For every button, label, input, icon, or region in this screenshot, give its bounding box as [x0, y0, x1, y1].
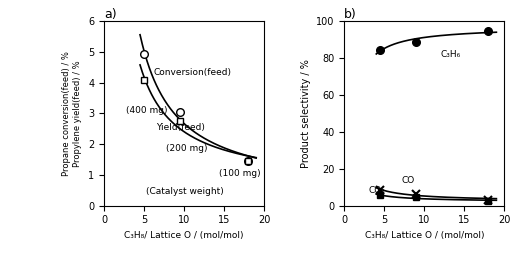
Text: CO₂: CO₂ — [368, 186, 385, 195]
X-axis label: C₃H₈/ Lattice O / (mol/mol): C₃H₈/ Lattice O / (mol/mol) — [365, 231, 484, 240]
Y-axis label: Product selectivity / %: Product selectivity / % — [301, 59, 310, 168]
Text: Yield(feed): Yield(feed) — [156, 123, 205, 132]
Text: (400 mg): (400 mg) — [126, 106, 168, 115]
Y-axis label: Propane conversion(feed) / %
Propylene yield(feed) / %: Propane conversion(feed) / % Propylene y… — [62, 51, 83, 176]
Text: b): b) — [344, 8, 357, 21]
Text: a): a) — [104, 8, 116, 21]
Text: C₃H₆: C₃H₆ — [440, 50, 461, 59]
Text: (200 mg): (200 mg) — [166, 144, 208, 153]
X-axis label: C₃H₈/ Lattice O / (mol/mol): C₃H₈/ Lattice O / (mol/mol) — [124, 231, 244, 240]
Text: (100 mg): (100 mg) — [218, 169, 260, 178]
Text: CO: CO — [402, 176, 415, 185]
Text: (Catalyst weight): (Catalyst weight) — [146, 187, 224, 196]
Text: Conversion(feed): Conversion(feed) — [153, 68, 231, 77]
